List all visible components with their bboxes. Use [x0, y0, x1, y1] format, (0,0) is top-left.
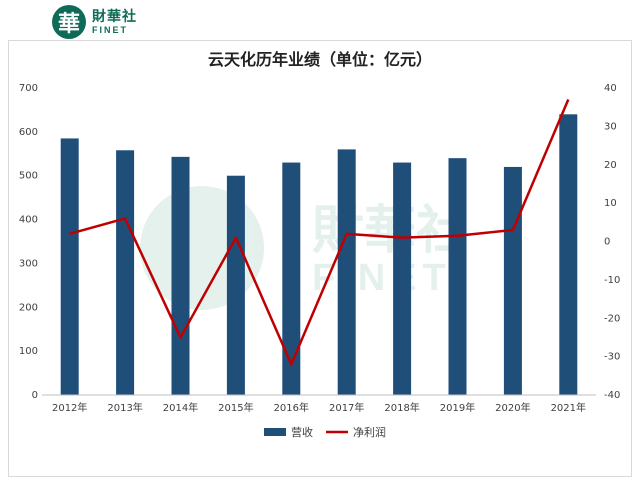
x-axis: 2012年 2013年 2014年 2015年 2016年 2017年 2018年 2019年…: [42, 394, 596, 414]
revenue-bar: [559, 114, 578, 396]
left-tick-label: 0: [32, 390, 38, 401]
right-tick-label: 0: [604, 237, 610, 248]
legend-profit-label: 净利润: [353, 425, 386, 439]
x-tick-label: 2021年: [551, 401, 586, 414]
left-axis: 0 100 200 300 400 500 600 700: [19, 83, 38, 401]
right-tick-label: 30: [604, 121, 617, 132]
chart-title: 云天化历年业绩（单位：亿元）: [208, 50, 432, 69]
x-tick-label: 2020年: [495, 401, 530, 414]
revenue-bars: [60, 114, 578, 396]
logo-name-cn: 財華社: [92, 8, 137, 25]
right-tick-label: -30: [604, 352, 620, 363]
x-tick-label: 2013年: [107, 401, 142, 414]
x-tick-label: 2014年: [163, 401, 198, 414]
legend: 营收 净利润: [264, 425, 386, 439]
revenue-bar: [226, 175, 245, 395]
revenue-bar: [337, 149, 356, 395]
right-tick-label: -40: [604, 390, 620, 401]
x-tick-label: 2019年: [440, 401, 475, 414]
x-tick-label: 2018年: [384, 401, 419, 414]
right-axis: -40 -30 -20 -10 0 10 20 30 40: [604, 83, 620, 401]
left-tick-label: 400: [19, 215, 38, 226]
net-profit-line: [69, 99, 570, 366]
chart-panel: [8, 40, 632, 477]
left-tick-label: 600: [19, 127, 38, 138]
left-tick-label: 300: [19, 258, 38, 269]
revenue-bar: [393, 162, 412, 395]
left-tick-label: 500: [19, 171, 38, 182]
revenue-bar: [60, 138, 79, 395]
legend-revenue-label: 营收: [291, 425, 313, 439]
right-tick-label: 20: [604, 160, 617, 171]
revenue-bar: [171, 156, 190, 395]
x-tick-label: 2012年: [52, 401, 87, 414]
x-tick-label: 2017年: [329, 401, 364, 414]
revenue-bar: [116, 150, 135, 395]
right-tick-label: 10: [604, 198, 617, 209]
revenue-bar: [503, 166, 522, 395]
x-tick-label: 2015年: [218, 401, 253, 414]
watermark-name-cn: 財華社: [312, 201, 468, 261]
net-profit-polyline: [69, 99, 570, 366]
left-tick-label: 200: [19, 302, 38, 313]
left-tick-label: 700: [19, 83, 38, 94]
right-tick-label: -20: [604, 313, 620, 324]
left-tick-label: 100: [19, 346, 38, 357]
right-tick-label: 40: [604, 83, 617, 94]
x-tick-label: 2016年: [274, 401, 309, 414]
legend-revenue-swatch: [264, 428, 286, 436]
logo-badge-icon: 華: [52, 5, 86, 39]
logo-text: 財華社 FINET: [92, 10, 137, 35]
finet-logo: 華 財華社 FINET: [52, 4, 137, 40]
revenue-bar: [448, 158, 467, 395]
revenue-bar: [282, 162, 301, 395]
logo-name-en: FINET: [92, 24, 128, 35]
right-tick-label: -10: [604, 275, 620, 286]
